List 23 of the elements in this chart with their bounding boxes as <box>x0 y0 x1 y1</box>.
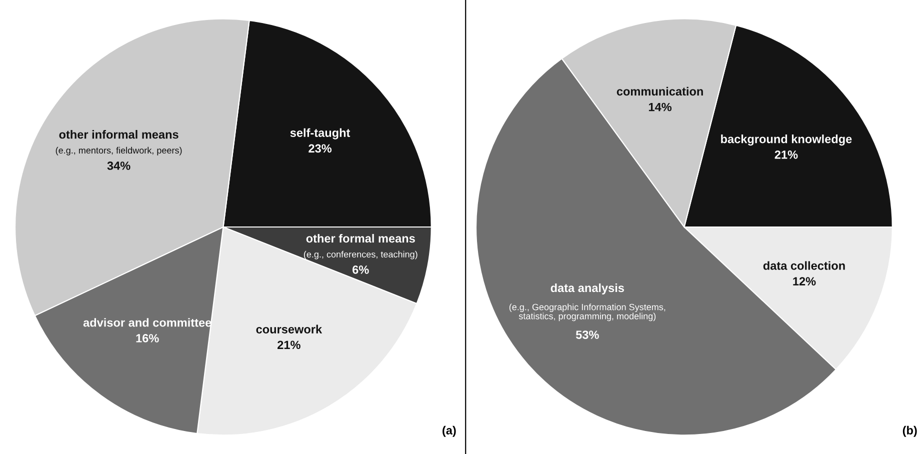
text: (b) <box>902 426 917 437</box>
data-label: 6% <box>352 266 369 274</box>
slice-label: other informal means <box>59 130 178 139</box>
slice-label: coursework <box>256 324 322 334</box>
data-label: 21% <box>278 340 300 350</box>
data-label: 23% <box>308 144 332 153</box>
data-label: 16% <box>136 334 159 342</box>
slice-label: data collection <box>763 261 845 270</box>
slice-label: data analysis <box>550 283 624 294</box>
data-label: 21% <box>774 150 798 159</box>
slice-label: communication <box>616 86 703 96</box>
slice-label: background knowledge <box>721 134 852 146</box>
text: (a) <box>442 426 456 437</box>
slice-label: self-taught <box>290 128 350 140</box>
slice-label: advisor and committee <box>83 318 212 327</box>
slice-label: other formal means <box>306 234 415 243</box>
text: (e.g., mentors, fieldwork, peers) <box>56 146 182 156</box>
data-label: 53% <box>576 330 599 339</box>
text: (e.g., Geographic Information Systems, statistics, programming, modeling) <box>509 304 666 322</box>
text: (e.g., conferences, teaching) <box>304 250 418 260</box>
data-label: 12% <box>793 277 816 286</box>
data-label: 34% <box>107 162 130 170</box>
data-label: 14% <box>648 102 672 112</box>
